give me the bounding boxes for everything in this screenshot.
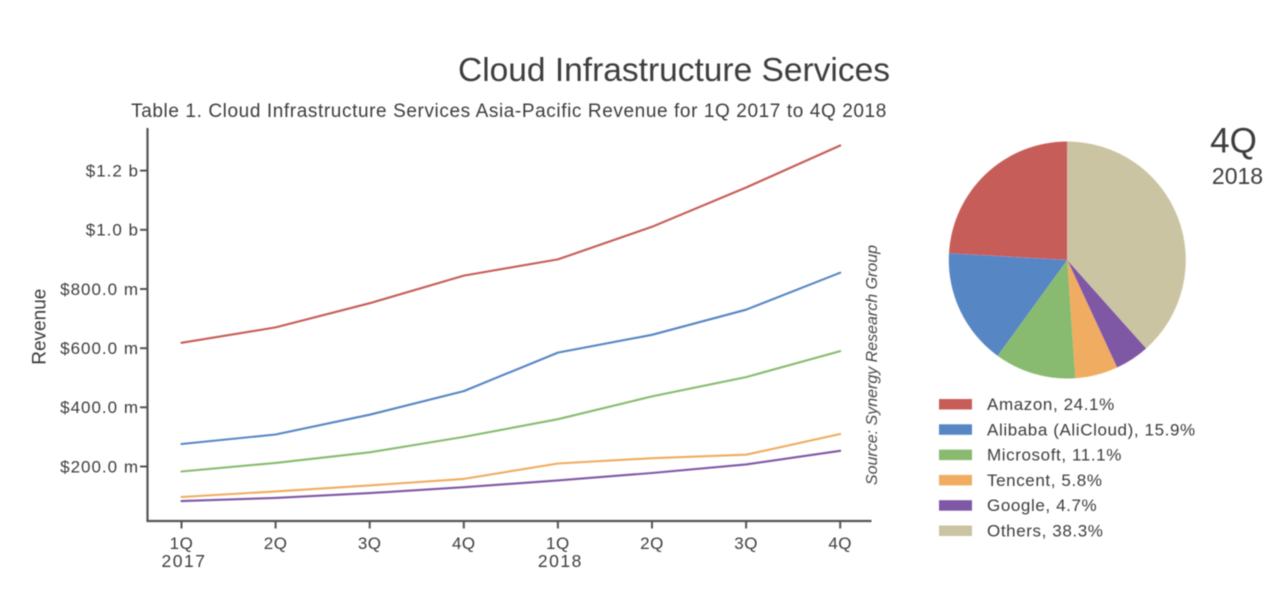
svg-text:Source: Synergy Research Group: Source: Synergy Research Group (864, 245, 881, 485)
svg-text:Google, 4.7%: Google, 4.7% (987, 496, 1097, 515)
svg-text:$400.0 m: $400.0 m (60, 398, 139, 417)
svg-text:4Q: 4Q (1210, 122, 1257, 161)
svg-text:Table 1. Cloud Infrastructure: Table 1. Cloud Infrastructure Services A… (131, 101, 887, 122)
svg-text:Tencent, 5.8%: Tencent, 5.8% (987, 471, 1103, 490)
svg-text:3Q: 3Q (734, 534, 758, 553)
svg-text:Revenue: Revenue (30, 289, 51, 365)
svg-text:Cloud Infrastructure Services: Cloud Infrastructure Services (458, 52, 890, 89)
svg-text:1Q: 1Q (546, 534, 570, 553)
svg-text:2Q: 2Q (264, 534, 288, 553)
svg-text:Amazon, 24.1%: Amazon, 24.1% (987, 395, 1115, 414)
svg-text:$1.2 b: $1.2 b (86, 162, 139, 181)
svg-text:2018: 2018 (538, 551, 583, 571)
svg-text:Alibaba (AliCloud), 15.9%: Alibaba (AliCloud), 15.9% (987, 420, 1196, 439)
svg-text:2018: 2018 (1212, 163, 1263, 189)
svg-text:4Q: 4Q (828, 534, 852, 553)
svg-text:2017: 2017 (162, 551, 207, 571)
svg-text:4Q: 4Q (452, 534, 476, 553)
svg-text:Others, 38.3%: Others, 38.3% (987, 522, 1103, 541)
svg-text:$200.0 m: $200.0 m (60, 457, 139, 476)
svg-text:$600.0 m: $600.0 m (60, 339, 139, 358)
svg-text:1Q: 1Q (170, 534, 194, 553)
svg-text:$1.0 b: $1.0 b (86, 221, 139, 240)
svg-text:Microsoft, 11.1%: Microsoft, 11.1% (987, 446, 1122, 465)
svg-text:2Q: 2Q (640, 534, 664, 553)
svg-text:$800.0 m: $800.0 m (60, 280, 139, 299)
svg-text:3Q: 3Q (358, 534, 382, 553)
